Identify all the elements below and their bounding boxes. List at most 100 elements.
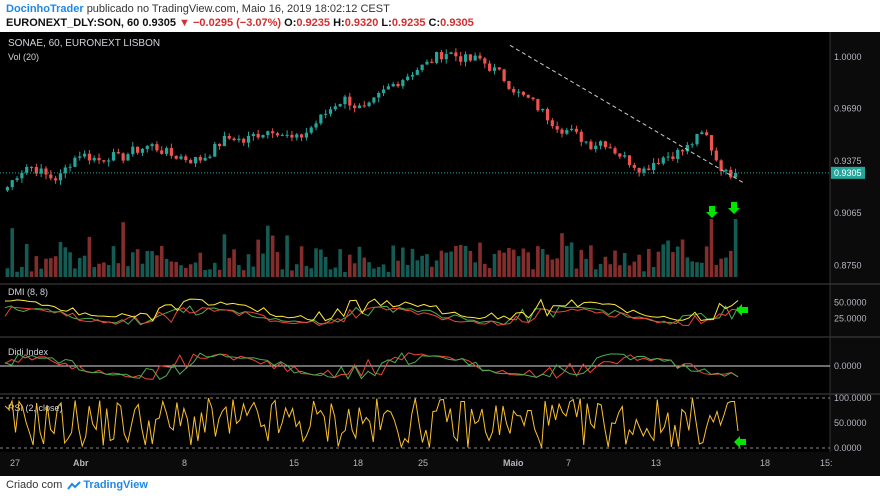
volume-bar: [179, 265, 183, 277]
volume-bar: [39, 268, 43, 277]
candle-body: [116, 152, 120, 154]
candle: [155, 141, 159, 153]
candle: [34, 163, 38, 177]
arrow-left-icon: [734, 436, 746, 448]
time-tick-label: 25: [418, 458, 428, 468]
volume-bar: [714, 265, 719, 277]
candle-body: [184, 156, 188, 161]
candle: [381, 85, 386, 97]
chart-canvas[interactable]: 1.0000 0.9690 0.9375 0.9065 0.8750 0.9305 SONA…: [0, 32, 880, 476]
volume-bar: [449, 251, 453, 277]
candle: [483, 56, 487, 69]
candle: [78, 151, 82, 161]
candle-body: [676, 149, 680, 159]
candle-body: [468, 54, 472, 61]
candle-body: [198, 157, 202, 161]
candle: [680, 149, 685, 156]
volume-bar: [483, 263, 487, 277]
candle-body: [324, 113, 328, 115]
candle: [459, 51, 463, 66]
time-tick-label: 15:: [820, 458, 833, 468]
candle: [184, 154, 188, 163]
candle-body: [492, 67, 497, 71]
price-tick-label: 0.8750: [834, 260, 862, 270]
volume-bar: [372, 268, 376, 277]
candle-body: [729, 169, 733, 178]
candle: [107, 158, 111, 167]
volume-bar: [415, 260, 420, 277]
volume-bar: [304, 266, 309, 277]
candle-body: [541, 108, 545, 111]
candle-body: [516, 91, 521, 93]
candle-body: [102, 160, 106, 162]
candle: [372, 97, 376, 105]
candle: [169, 143, 173, 159]
candle: [719, 159, 723, 176]
volume-bar: [251, 266, 256, 277]
candle-body: [671, 156, 675, 159]
candle-body: [627, 155, 632, 166]
candle: [82, 150, 87, 159]
volume-bar: [516, 256, 521, 277]
volume-bar: [323, 257, 328, 277]
candle: [198, 154, 202, 164]
candle: [227, 133, 231, 140]
volume-bar: [5, 268, 10, 277]
candle-body: [473, 55, 477, 61]
candle: [237, 135, 241, 143]
candle: [565, 127, 569, 135]
candle: [652, 158, 656, 174]
tradingview-link[interactable]: TradingView: [83, 479, 148, 491]
close-label: C:: [428, 17, 441, 29]
candle-body: [5, 187, 10, 191]
candle-body: [78, 156, 82, 158]
candle-body: [222, 135, 227, 147]
candle-body: [232, 138, 236, 141]
created-with-text: Criado com: [6, 479, 63, 491]
candle: [299, 133, 304, 142]
volume-bar: [502, 252, 506, 277]
candle: [661, 155, 665, 166]
candle-body: [632, 165, 636, 168]
candle: [242, 137, 246, 146]
candle-body: [425, 61, 429, 65]
volume-bar: [391, 245, 396, 277]
volume-bar: [73, 268, 77, 277]
volume-bar: [622, 253, 627, 277]
candle: [208, 154, 212, 159]
candle: [68, 163, 72, 172]
volume-bar: [401, 247, 405, 277]
candle: [362, 100, 366, 108]
author-link[interactable]: DocinhoTrader: [6, 3, 84, 15]
volume-bar: [396, 260, 400, 277]
volume-bar: [77, 257, 82, 277]
candle: [367, 101, 371, 108]
candle: [121, 152, 125, 164]
candle: [449, 51, 453, 55]
candle-body: [690, 144, 694, 146]
price-tick-label: 0.9690: [834, 104, 862, 114]
time-tick-label: Abr: [73, 458, 89, 468]
candle-body: [97, 157, 101, 161]
volume-bar: [700, 262, 704, 277]
volume-bar: [555, 258, 559, 277]
candle: [5, 186, 10, 192]
candle-body: [709, 135, 714, 151]
candle-body: [449, 52, 453, 55]
candle-body: [565, 130, 569, 134]
candle: [222, 131, 227, 147]
candle-body: [136, 146, 140, 153]
volume-bar: [531, 269, 535, 277]
candle-body: [217, 143, 222, 147]
candle-body: [459, 56, 463, 62]
candle: [598, 140, 603, 150]
volume-bar: [285, 235, 289, 277]
candle: [203, 153, 207, 161]
volume-bar: [188, 264, 193, 277]
volume-bar: [434, 260, 439, 277]
candle-body: [58, 173, 63, 181]
published-text: publicado no TradingView.com, Maio 16, 2…: [86, 3, 390, 15]
candle: [676, 147, 680, 163]
candle: [314, 120, 318, 131]
dmi-plus-line: [4, 305, 739, 326]
